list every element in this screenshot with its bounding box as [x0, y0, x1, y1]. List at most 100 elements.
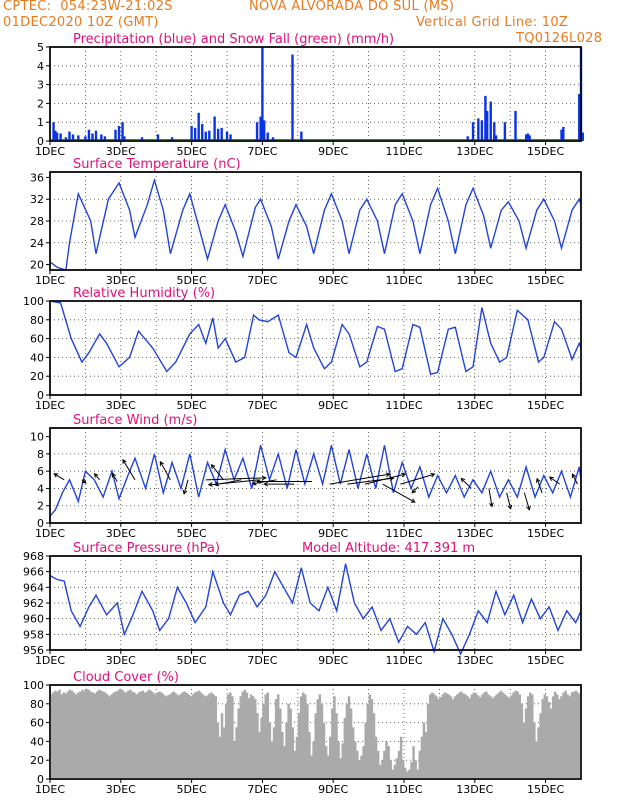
cloud-bar	[54, 690, 57, 779]
wind-arrow-head	[571, 473, 577, 479]
cloud-bar	[147, 689, 151, 779]
cloud-bar	[364, 722, 367, 779]
x-tick-label: 9DEC	[318, 783, 348, 796]
y-tick-label: 100	[23, 679, 44, 692]
panel-frame-top	[49, 300, 582, 396]
wind-arrow-head	[53, 473, 59, 478]
cloud-bar	[218, 736, 222, 779]
x-tick-label: 3DEC	[106, 783, 136, 796]
y-tick-label: 962	[23, 597, 44, 610]
cloud-bar	[356, 750, 359, 779]
precip-bar	[197, 112, 200, 141]
cloud-bar	[110, 694, 113, 779]
x-tick-label: 11DEC	[385, 527, 422, 540]
cloud-bar	[268, 722, 272, 779]
cloud-bar	[281, 732, 284, 779]
cloud-bar	[79, 691, 82, 779]
cloud-bar	[456, 694, 459, 779]
precip-bar	[562, 126, 565, 141]
wind-arrow-shaft	[183, 479, 189, 494]
precip-bar	[271, 137, 275, 141]
wind-arrow-head	[401, 472, 407, 478]
wind-arrow-head	[263, 481, 269, 487]
cloud-bar	[58, 689, 61, 779]
cloud-bar	[518, 694, 522, 779]
wind-arrow-shaft	[400, 473, 435, 485]
y-tick-label: 8	[37, 448, 44, 461]
cloud-bar	[362, 746, 365, 779]
precip-bar	[216, 128, 220, 141]
cloud-bar	[243, 689, 247, 779]
cloud-bar	[143, 692, 147, 779]
cloud-bar	[381, 760, 384, 779]
cloud-bar	[258, 732, 261, 779]
cloud-bar	[560, 696, 563, 779]
cloud-bar	[449, 696, 453, 779]
cloud-bar	[193, 692, 197, 779]
cloud-bar	[385, 741, 388, 779]
x-tick-label: 1DEC	[35, 399, 65, 412]
cloud-bar	[524, 708, 528, 779]
cloud-bar	[285, 722, 288, 779]
cloud-bar	[337, 741, 340, 779]
wind-arrow-head	[526, 505, 531, 511]
precip-bar	[528, 135, 531, 141]
cloud-bar	[295, 736, 299, 779]
cloud-bar	[249, 694, 253, 779]
cloud-bar	[460, 691, 463, 779]
cloud-bar	[222, 727, 226, 779]
cloud-bar	[503, 694, 507, 779]
x-tick-label: 7DEC	[247, 145, 277, 158]
y-tick-label: 2	[37, 500, 44, 513]
cloud-bar	[474, 693, 478, 779]
wind-arrow-head	[214, 481, 220, 487]
wind-arrow-shaft	[523, 492, 530, 510]
x-tick-label: 5DEC	[177, 274, 207, 287]
cloud-bar	[433, 694, 436, 779]
precip-bar	[208, 130, 211, 141]
precip-bar	[213, 116, 216, 141]
wind-arrow-shaft	[572, 473, 578, 485]
cloud-bar	[476, 695, 480, 779]
y-tick-label: 24	[30, 237, 44, 250]
cloud-bar	[428, 694, 432, 779]
cloud-bar	[339, 758, 342, 779]
x-tick-label: 11DEC	[385, 274, 422, 287]
panel-frame	[49, 555, 582, 651]
x-tick-label: 13DEC	[456, 654, 493, 667]
cloud-bar	[124, 692, 128, 779]
x-tick-label: 5DEC	[177, 783, 207, 796]
cloud-bar	[272, 727, 276, 779]
wind-arrow-head	[81, 478, 87, 484]
panel-pressure: 1DEC 3DEC 5DEC 7DEC 9DEC 11DEC 13DEC 15DEC 956 95…	[23, 541, 582, 667]
wind-arrow-shaft	[364, 473, 406, 485]
cloud-bar	[187, 694, 190, 779]
precip-bar	[477, 118, 480, 141]
cloud-bar	[553, 691, 557, 779]
x-tick-label: 9DEC	[318, 399, 348, 412]
cloud-bar	[443, 692, 447, 779]
y-tick-label: 0	[37, 389, 44, 402]
cloud-bar	[283, 746, 286, 779]
cloud-bar	[122, 691, 126, 779]
precip-bar	[489, 101, 492, 141]
precip-bar	[59, 133, 62, 141]
cloud-bar	[229, 692, 232, 779]
cloud-bar	[404, 767, 407, 779]
series-line	[49, 563, 582, 656]
x-tick-label: 3DEC	[106, 274, 136, 287]
cloud-bar	[320, 703, 324, 779]
cloud-bar	[406, 771, 409, 779]
cloud-bar	[349, 708, 353, 779]
cloud-bar	[562, 692, 565, 779]
precip-bar	[466, 136, 469, 141]
cloud-bar	[318, 694, 322, 779]
x-tick-label: 3DEC	[106, 399, 136, 412]
cloud-bar	[164, 696, 168, 779]
cloud-bar	[387, 746, 390, 779]
cloud-bar	[566, 694, 569, 779]
x-tick-label: 7DEC	[247, 274, 277, 287]
panel-frame-top	[49, 427, 582, 524]
cloud-bar	[93, 693, 97, 779]
cloud-bar	[531, 694, 534, 779]
